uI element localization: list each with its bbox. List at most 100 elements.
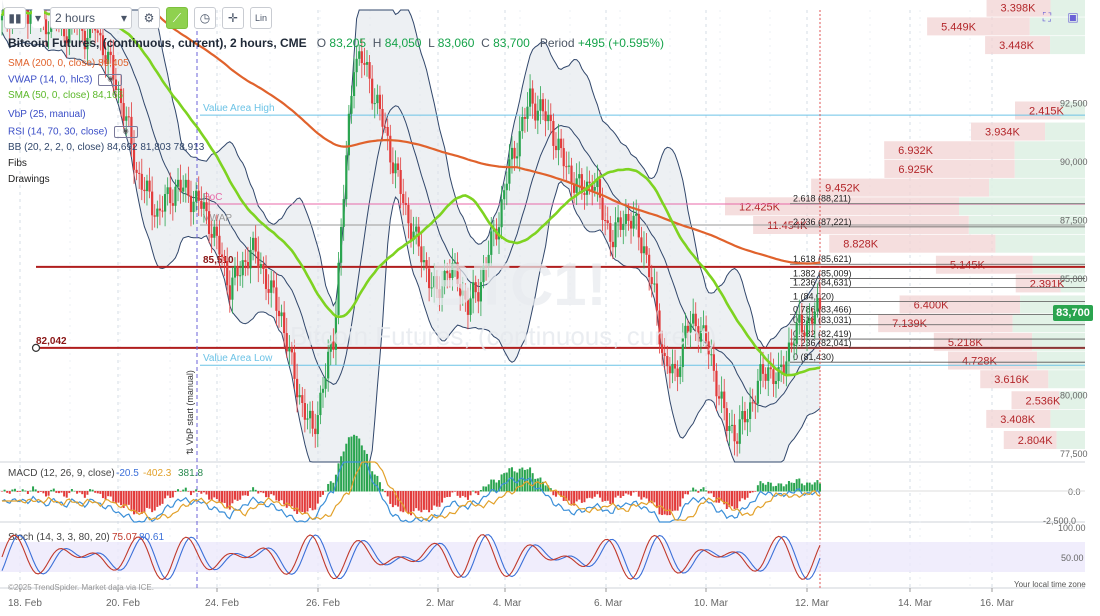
legend-item[interactable]: BB (20, 2, 2, 0, close) 84,692 81,803 78… [8, 142, 204, 154]
macd-bar [668, 491, 671, 516]
vbp-bar-segment-down [829, 234, 996, 253]
macd-bar [109, 491, 112, 497]
candle-body [272, 280, 275, 288]
candle-body [588, 181, 591, 183]
candle [161, 195, 164, 218]
candle-body [114, 79, 117, 90]
stoch-d-line [1, 534, 821, 581]
candle [363, 47, 366, 76]
candle-body [140, 173, 143, 190]
eye-icon[interactable]: ◉ [113, 126, 138, 138]
macd-bar [358, 438, 361, 492]
candle [611, 230, 615, 260]
candle [308, 401, 312, 434]
candle [148, 167, 151, 199]
macd-bar [257, 491, 260, 494]
macd-bar [360, 445, 363, 492]
macd-bar [148, 491, 151, 509]
legend-item[interactable]: SMA (50, 0, close) 84,166 [8, 90, 123, 102]
candle-body [619, 217, 622, 230]
legend-item[interactable]: RSI (14, 70, 30, close) ◉ [8, 126, 138, 139]
legend-item[interactable]: Fibs [8, 158, 27, 170]
macd-bar [485, 486, 488, 492]
candle [663, 337, 666, 370]
macd-bar [189, 491, 192, 496]
legend-item[interactable]: VWAP (14, 0, hlc3) ◉ [8, 74, 123, 87]
macd-bar [39, 491, 42, 492]
candle [407, 197, 410, 239]
interval-select[interactable]: 2 hours ▾ [50, 7, 132, 29]
legend-item[interactable]: Drawings [8, 174, 50, 186]
candle [197, 176, 200, 216]
candle [174, 179, 177, 213]
macd-value: -20.5 [116, 468, 139, 479]
candle-body [560, 138, 563, 149]
candle-body [668, 366, 671, 374]
candle [637, 205, 640, 251]
candle [671, 349, 674, 384]
price-axis-label: 80,000 [1060, 391, 1088, 401]
candle-body [402, 193, 405, 204]
macd-bar [777, 483, 780, 492]
crosshair-icon[interactable]: ✛ [222, 7, 244, 29]
macd-bar [195, 489, 198, 492]
legend-value: 84,166 [89, 90, 124, 101]
clock-icon[interactable]: ◷ [194, 7, 216, 29]
candle [482, 254, 485, 289]
candle-body [438, 289, 441, 298]
candle-body [440, 286, 444, 298]
vbp-bar: 4.728K [948, 351, 1085, 370]
macd-bar [57, 491, 60, 494]
vbp-label: 3.408K [1000, 414, 1036, 426]
camera-icon[interactable]: ▣ [1067, 10, 1079, 24]
settings-gear-icon[interactable]: ⚙ [138, 7, 160, 29]
macd-line [1, 461, 821, 523]
macd-bar [21, 489, 24, 492]
candle-body [793, 343, 796, 346]
candle [552, 113, 555, 160]
candle-body [47, 31, 50, 35]
fullscreen-icon[interactable]: ⛶ [1042, 9, 1052, 24]
candle [694, 302, 697, 341]
candle-body [692, 313, 695, 324]
macd-bar [415, 491, 418, 509]
date-axis-label: 24. Feb [205, 598, 239, 609]
vbp-label: 4.728K [962, 356, 998, 368]
date-axis-label: 16. Mar [980, 598, 1015, 609]
candle [479, 267, 482, 317]
candle [151, 176, 154, 231]
candle-body [749, 402, 752, 419]
macd-bar [746, 491, 749, 498]
candle [635, 199, 638, 230]
macd-bar [363, 450, 366, 492]
candle [119, 75, 123, 117]
candle-body [283, 312, 286, 334]
candle-body [549, 114, 552, 122]
macd-bar [573, 491, 576, 506]
bars-icon[interactable]: ▮▮ [4, 7, 26, 29]
candle-body [534, 103, 537, 121]
dropdown-caret-icon[interactable]: ▾ [32, 8, 44, 28]
candle-body [197, 190, 200, 201]
candle-body [614, 222, 617, 248]
eye-icon[interactable]: ◉ [98, 74, 123, 86]
candle-body [632, 215, 635, 229]
candle [433, 263, 436, 303]
macd-bar [694, 489, 697, 492]
candle-body [153, 215, 156, 217]
macd-bar [705, 490, 708, 492]
candle-body [107, 51, 110, 65]
vbp-bar-segment-down [899, 295, 1021, 314]
legend-item[interactable]: SMA (200, 0, close) 89,405 [8, 58, 129, 70]
macd-bar [205, 491, 208, 495]
legend-item[interactable]: VbP (25, manual) [8, 109, 86, 121]
macd-bar [521, 467, 524, 492]
candle-body [262, 264, 265, 269]
candle-body [290, 347, 294, 353]
vbp-label: 9.452K [825, 183, 861, 195]
scale-button[interactable]: Lin [250, 7, 272, 29]
indicator-chart-icon[interactable]: ⟋ [166, 7, 188, 29]
macd-bar [153, 491, 156, 511]
candle [293, 339, 296, 390]
